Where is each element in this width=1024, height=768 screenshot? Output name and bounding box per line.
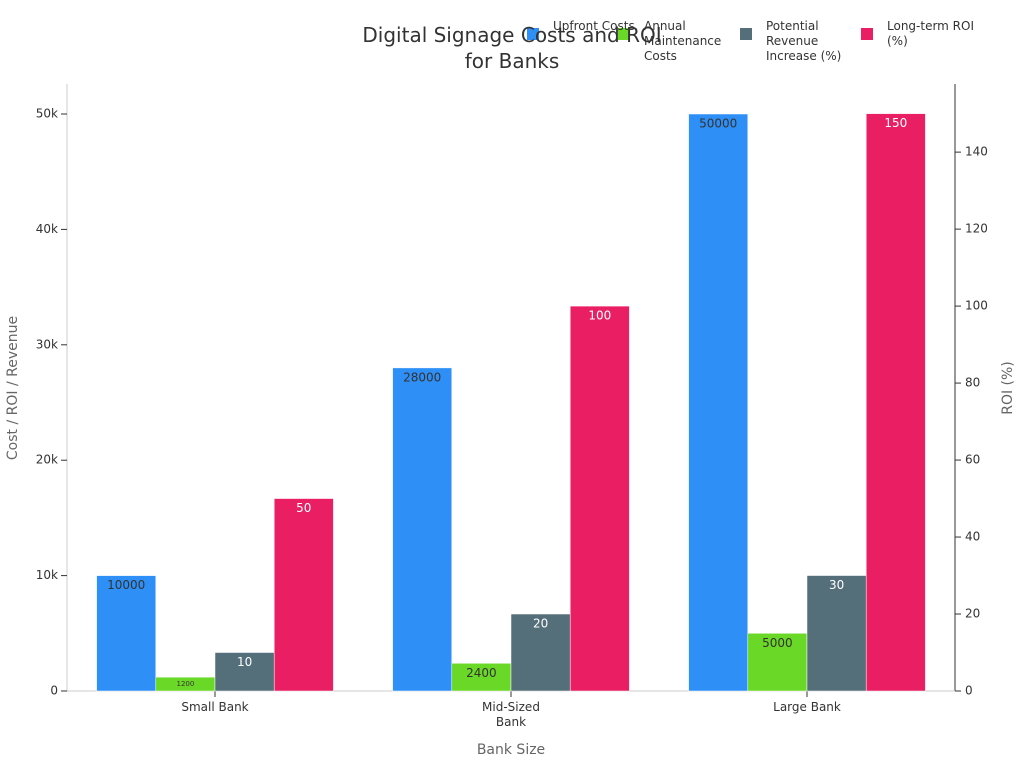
bar xyxy=(688,113,749,692)
bar xyxy=(569,305,630,692)
value-label: 1200 xyxy=(176,680,194,688)
bar xyxy=(96,575,157,692)
bar xyxy=(806,575,867,692)
x-tick-label: Mid-Sized Bank xyxy=(482,700,540,729)
y2-tick-label: 120 xyxy=(965,222,988,236)
value-label: 5000 xyxy=(762,636,793,650)
x-tick-label: Small Bank xyxy=(181,700,249,714)
bar xyxy=(747,633,808,692)
bar xyxy=(865,113,926,692)
y2-tick-label: 0 xyxy=(965,684,973,698)
y-tick-label: 50k xyxy=(36,107,58,121)
y2-tick-label: 80 xyxy=(965,376,980,390)
bar xyxy=(273,498,334,692)
legend-swatch xyxy=(740,28,752,40)
value-label: 10 xyxy=(237,655,252,669)
bar xyxy=(510,613,571,692)
y-tick-label: 20k xyxy=(36,453,58,467)
value-label: 50000 xyxy=(699,117,737,131)
y2-axis-label: ROI (%) xyxy=(1000,361,1016,415)
y-tick-label: 0 xyxy=(50,684,58,698)
value-label: 50 xyxy=(296,501,311,515)
value-label: 30 xyxy=(829,578,844,592)
y-tick-label: 40k xyxy=(36,222,58,236)
y-axis-label: Cost / ROI / Revenue xyxy=(5,316,21,460)
legend-swatch xyxy=(527,28,539,40)
y2-tick-label: 60 xyxy=(965,453,980,467)
y2-tick-label: 100 xyxy=(965,299,988,313)
legend-swatch xyxy=(618,28,630,40)
y2-tick-label: 40 xyxy=(965,530,980,544)
bar xyxy=(451,663,512,692)
y2-tick-label: 140 xyxy=(965,145,988,159)
x-axis-label: Bank Size xyxy=(477,742,545,758)
y-tick-label: 30k xyxy=(36,337,58,351)
legend-label: Long-term ROI (%) xyxy=(887,19,975,48)
y2-tick-label: 20 xyxy=(965,607,980,621)
legend-swatch xyxy=(861,28,873,40)
value-label: 2400 xyxy=(466,666,497,680)
value-label: 100 xyxy=(588,309,611,323)
value-label: 150 xyxy=(884,116,907,130)
value-label: 20 xyxy=(533,617,548,631)
legend-label: Upfront Costs xyxy=(553,19,635,33)
value-label: 28000 xyxy=(403,370,441,384)
bar xyxy=(392,367,453,692)
legend-label: Potential Revenue Increase (%) xyxy=(766,19,842,63)
legend-label: Annual Maintenance Costs xyxy=(644,19,722,63)
chart-title: Digital Signage Costs and ROI for Banks xyxy=(362,23,662,73)
y-tick-label: 10k xyxy=(36,568,58,582)
value-label: 10000 xyxy=(107,578,145,592)
x-tick-label: Large Bank xyxy=(773,700,841,714)
